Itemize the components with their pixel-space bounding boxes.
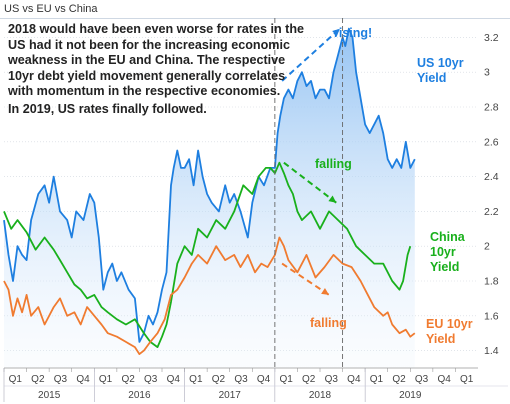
china-falling-callout: falling bbox=[315, 157, 352, 171]
quarter-tick-label: Q3 bbox=[234, 374, 248, 385]
quarter-tick-label: Q4 bbox=[347, 374, 361, 385]
quarter-tick-label: Q1 bbox=[99, 374, 113, 385]
eu-falling-arrowhead bbox=[321, 288, 330, 295]
year-tick-label: 2016 bbox=[128, 390, 151, 401]
y-tick-label: 3 bbox=[484, 67, 490, 79]
rising-arrow-shaft bbox=[281, 27, 341, 82]
quarter-tick-label: Q2 bbox=[31, 374, 45, 385]
chart-title: US vs EU vs China bbox=[4, 3, 98, 15]
quarter-tick-label: Q2 bbox=[392, 374, 406, 385]
eu-yield-line bbox=[3, 236, 416, 355]
quarter-tick-label: Q1 bbox=[279, 374, 293, 385]
us-yield-line bbox=[3, 27, 416, 343]
y-tick-label: 2 bbox=[484, 241, 490, 253]
trend-arrows bbox=[281, 27, 341, 296]
quarter-tick-label: Q1 bbox=[460, 374, 474, 385]
annotation-paragraph-1: 2018 would have been even worse for rate… bbox=[8, 22, 305, 98]
year-tick-label: 2017 bbox=[219, 390, 242, 401]
quarter-tick-label: Q3 bbox=[325, 374, 339, 385]
eu-series-label: EU 10yr Yield bbox=[426, 317, 473, 346]
y-tick-label: 1.4 bbox=[484, 345, 499, 357]
quarter-tick-label: Q4 bbox=[76, 374, 90, 385]
china-series-label: China 10yr Yield bbox=[430, 230, 465, 274]
quarter-tick-label: Q1 bbox=[370, 374, 384, 385]
year-tick-label: 2015 bbox=[38, 390, 61, 401]
year-tick-label: 2018 bbox=[309, 390, 332, 401]
quarter-tick-label: Q3 bbox=[54, 374, 68, 385]
y-tick-label: 2.8 bbox=[484, 102, 499, 114]
y-tick-label: 2.6 bbox=[484, 136, 499, 148]
quarter-tick-label: Q2 bbox=[121, 374, 135, 385]
quarter-tick-label: Q3 bbox=[144, 374, 158, 385]
quarter-tick-label: Q1 bbox=[9, 374, 23, 385]
period-markers bbox=[274, 18, 344, 368]
quarter-tick-label: Q4 bbox=[257, 374, 271, 385]
axes: 1.4 1.6 1.8 2 2.2 2.4 2.6 2.8 3 3.2 Q1 Q2 Q3 Q4 Q1 Q2 Q3… bbox=[3, 32, 508, 402]
quarter-tick-label: Q4 bbox=[437, 374, 451, 385]
year-tick-label: 2019 bbox=[399, 390, 422, 401]
rising-arrowhead bbox=[332, 28, 340, 37]
china-yield-line bbox=[3, 161, 412, 348]
y-tick-label: 3.2 bbox=[484, 32, 499, 44]
quarter-tick-label: Q4 bbox=[167, 374, 181, 385]
annotation-text: 2018 would have been even worse for rate… bbox=[8, 22, 308, 117]
rising-callout: rising! bbox=[334, 26, 373, 40]
series-lines bbox=[3, 27, 416, 355]
quarter-tick-label: Q3 bbox=[415, 374, 429, 385]
quarter-tick-label: Q1 bbox=[189, 374, 203, 385]
china-falling-arrowhead bbox=[328, 195, 337, 203]
y-tick-label: 2.2 bbox=[484, 206, 499, 218]
us-series-label: US 10yr Yield bbox=[417, 56, 464, 85]
quarter-tick-label: Q2 bbox=[212, 374, 226, 385]
y-tick-label: 1.8 bbox=[484, 276, 499, 288]
y-tick-label: 2.4 bbox=[484, 171, 499, 183]
y-tick-label: 1.6 bbox=[484, 310, 499, 322]
annotation-paragraph-2: In 2019, US rates finally followed. bbox=[8, 101, 207, 116]
china-falling-arrow-shaft bbox=[283, 161, 337, 204]
quarter-tick-label: Q2 bbox=[302, 374, 316, 385]
chart-frame bbox=[0, 18, 510, 404]
eu-falling-callout: falling bbox=[310, 316, 347, 330]
